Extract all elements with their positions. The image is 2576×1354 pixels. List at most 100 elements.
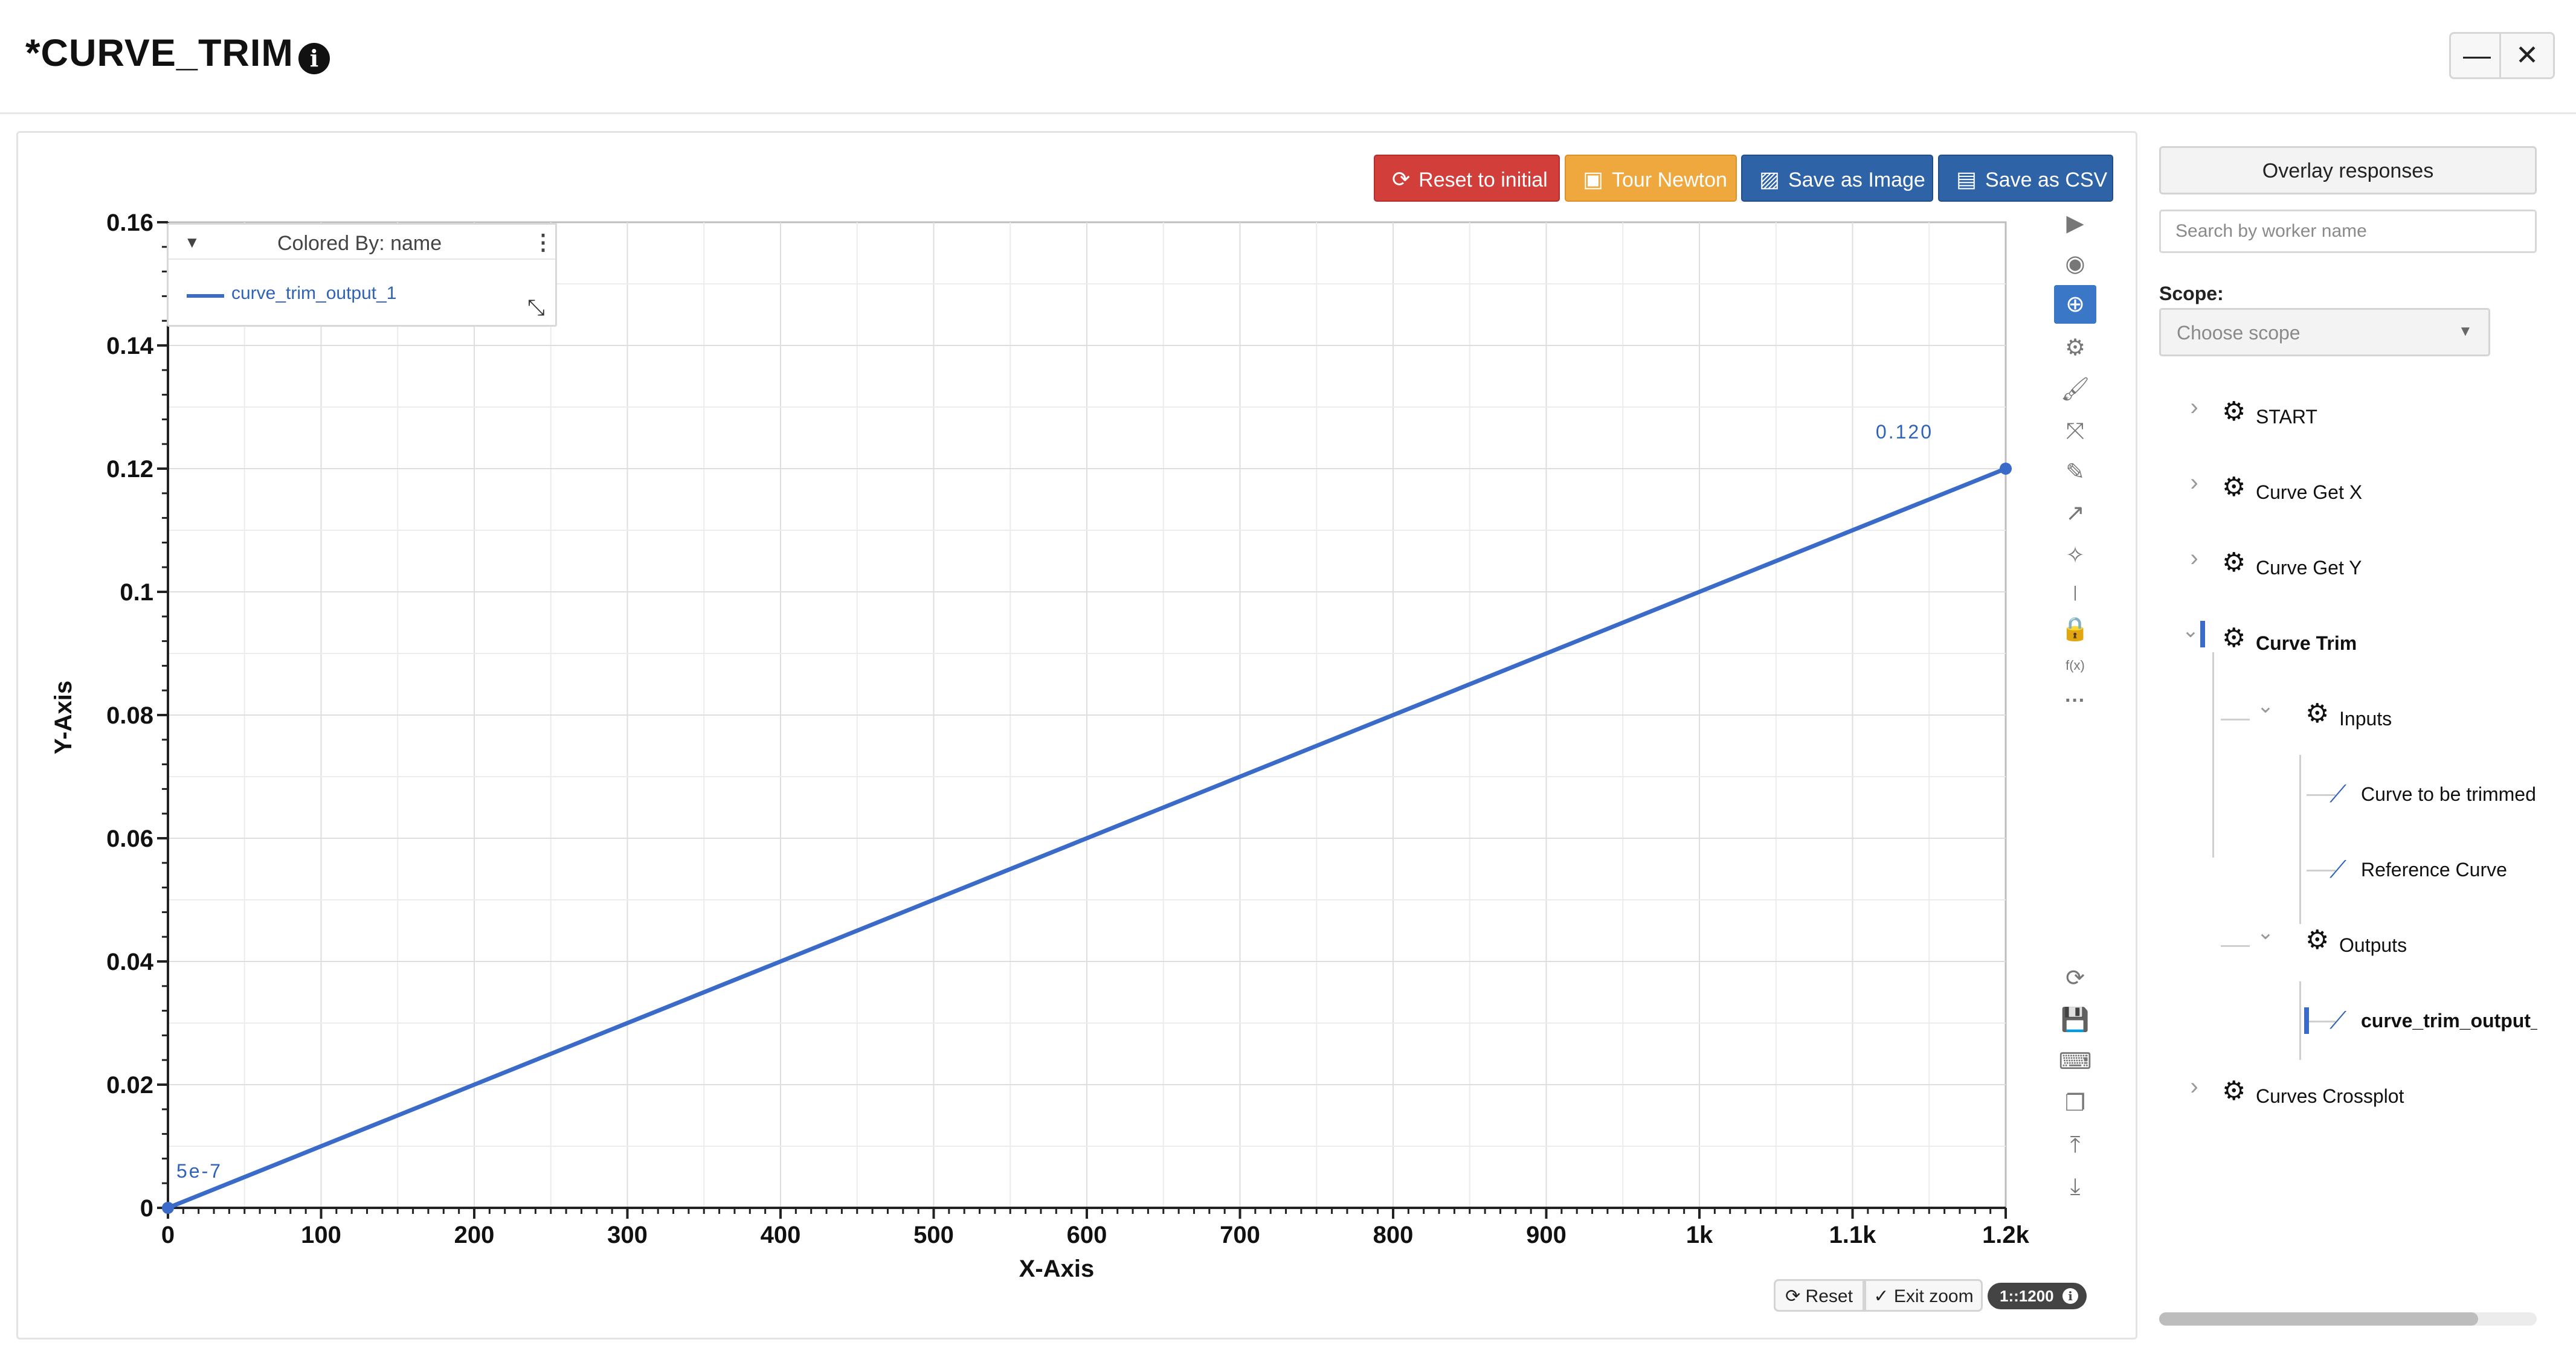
tree-item-start[interactable]: START	[2256, 406, 2317, 428]
chevron-right-icon[interactable]: ›	[2190, 1073, 2198, 1100]
chevron-right-icon[interactable]: ›	[2190, 394, 2198, 420]
x-tick-label: 0	[161, 1222, 175, 1248]
pencil-icon[interactable]: ✎	[2066, 460, 2085, 485]
save-icon[interactable]: 💾	[2061, 1007, 2090, 1033]
refresh-icon[interactable]: ⟳	[2066, 966, 2085, 991]
magic-wand-icon[interactable]: ✧	[2066, 543, 2085, 568]
chart-legend[interactable]: ▼ Colored By: name ⋮ curve_trim_output_1…	[167, 223, 557, 327]
chart-grid	[167, 221, 2007, 1209]
tree-connector	[2307, 794, 2336, 796]
brush-icon[interactable]: 🖌	[2060, 377, 2090, 402]
x-tick-label: 100	[301, 1222, 341, 1248]
keyboard-icon[interactable]: ⌨	[2058, 1049, 2092, 1074]
selection-marker	[2304, 1007, 2309, 1034]
reset-to-initial-button[interactable]: ⟳ Reset to initial	[1374, 155, 1560, 202]
overlay-responses-button[interactable]: Overlay responses	[2159, 146, 2537, 194]
tree-item-inputs[interactable]: Inputs	[2339, 708, 2392, 730]
x-tick-label: 800	[1373, 1222, 1414, 1248]
resize-handle-icon[interactable]: ⤡	[527, 295, 545, 319]
tree-item-curve-trim-output[interactable]: curve_trim_output_1	[2361, 1010, 2537, 1032]
check-icon: ✓	[1873, 1286, 1894, 1306]
chevron-down-icon[interactable]: ⌄	[2256, 695, 2275, 717]
tree-connector	[2307, 870, 2336, 871]
kebab-menu-icon[interactable]: ⋮	[532, 229, 554, 254]
arrow-icon[interactable]: ↗	[2066, 501, 2085, 526]
chart-panel	[16, 131, 2137, 1340]
info-icon[interactable]: i	[2062, 1288, 2078, 1304]
excel-file-icon: ▤	[1956, 167, 1977, 191]
tour-newton-button[interactable]: ▣ Tour Newton	[1565, 155, 1737, 202]
briefcase-icon: ▣	[1583, 167, 1604, 191]
data-point[interactable]	[2000, 463, 2012, 475]
selection-marker	[2200, 621, 2205, 647]
y-tick-label: 0.06	[106, 826, 153, 852]
legend-swatch	[187, 294, 224, 298]
tree-connector	[2299, 755, 2301, 924]
save-as-csv-label: Save as CSV	[1985, 168, 2108, 191]
tree-item-outputs[interactable]: Outputs	[2339, 934, 2407, 956]
save-as-csv-button[interactable]: ▤ Save as CSV	[1938, 155, 2113, 202]
download-icon[interactable]: ⤓	[2070, 1174, 2081, 1199]
upload-icon[interactable]: ⤒	[2070, 1132, 2081, 1158]
tree-item-curve-get-x[interactable]: Curve Get X	[2256, 481, 2363, 503]
chevron-right-icon[interactable]: ›	[2190, 469, 2198, 496]
chart-axes: 0 100 200 300 400 500 600 700 800 900 1k 1.1k 1.2k 0 0…	[106, 210, 2030, 1248]
chevron-down-icon[interactable]: ⌄	[2256, 921, 2275, 944]
play-icon[interactable]: ▶	[2066, 211, 2084, 236]
tree-item-curve-trim[interactable]: Curve Trim	[2256, 632, 2357, 654]
gear-icon: ⚙	[2222, 397, 2246, 426]
tree-item-curve-to-be-trimmed[interactable]: Curve to be trimmed	[2361, 783, 2536, 805]
exit-zoom-label: Exit zoom	[1893, 1286, 1974, 1306]
settings-icon[interactable]: ⚙	[2064, 335, 2086, 361]
tree-item-curves-crossplot[interactable]: Curves Crossplot	[2256, 1085, 2404, 1107]
x-tick-label: 200	[454, 1222, 495, 1248]
separator-icon: |	[2073, 583, 2078, 601]
tour-newton-label: Tour Newton	[1612, 168, 1727, 191]
x-tick-label: 500	[913, 1222, 954, 1248]
zoom-ratio-badge: 1::1200 i	[1988, 1283, 2087, 1309]
refresh-icon: ⟳	[1392, 167, 1411, 191]
function-icon[interactable]: f(x)	[2066, 658, 2085, 673]
legend-title: Colored By: name	[277, 232, 442, 255]
caret-down-icon: ▼	[2458, 323, 2473, 339]
gear-icon: ⚙	[2222, 623, 2246, 653]
window-header	[0, 0, 2576, 114]
close-button[interactable]: ✕	[2499, 32, 2555, 79]
x-tick-label: 600	[1067, 1222, 1107, 1248]
chevron-down-icon[interactable]: ⌄	[2182, 619, 2200, 642]
x-tick-label: 400	[761, 1222, 801, 1248]
gear-icon: ⚙	[2305, 699, 2330, 728]
scope-select[interactable]: Choose scope ▼	[2159, 308, 2490, 356]
refresh-icon: ⟳	[1785, 1286, 1806, 1306]
series-line[interactable]	[167, 466, 2007, 1210]
copy-icon[interactable]: ❐	[2064, 1091, 2086, 1116]
data-point[interactable]	[162, 1201, 174, 1214]
data-label: 5e-7	[176, 1160, 222, 1182]
minimize-button[interactable]: —	[2449, 32, 2505, 79]
chevron-right-icon[interactable]: ›	[2190, 545, 2198, 571]
eye-icon[interactable]: ◉	[2065, 251, 2085, 277]
y-tick-label: 0	[140, 1195, 153, 1222]
tree-connector	[2299, 981, 2301, 1060]
tree-item-reference-curve[interactable]: Reference Curve	[2361, 859, 2507, 881]
lock-icon[interactable]: 🔒	[2061, 617, 2090, 642]
save-as-image-label: Save as Image	[1788, 168, 1925, 191]
save-as-image-button[interactable]: ▨ Save as Image	[1741, 155, 1933, 202]
scrollbar-thumb[interactable]	[2159, 1312, 2478, 1326]
more-icon[interactable]: ···	[2065, 689, 2085, 712]
zoom-in-icon[interactable]: ⊕	[2054, 285, 2096, 324]
legend-item[interactable]: curve_trim_output_1	[231, 283, 397, 303]
x-tick-label: 700	[1220, 1222, 1260, 1248]
zoom-reset-button[interactable]: ⟳ Reset	[1774, 1279, 1864, 1312]
exit-zoom-button[interactable]: ✓ Exit zoom	[1864, 1279, 1983, 1312]
worker-search-input[interactable]	[2159, 210, 2537, 253]
y-tick-label: 0.14	[106, 333, 154, 359]
sidebar-scrollbar[interactable]	[2159, 1312, 2537, 1326]
x-tick-label: 1.1k	[1829, 1222, 1877, 1248]
chart-series[interactable]: 5e-7 0.120	[162, 421, 2012, 1214]
fullscreen-icon[interactable]: ⤧	[2066, 419, 2085, 444]
caret-down-icon[interactable]: ▼	[184, 233, 200, 251]
info-icon[interactable]: i	[298, 43, 330, 74]
tree-item-curve-get-y[interactable]: Curve Get Y	[2256, 557, 2362, 579]
